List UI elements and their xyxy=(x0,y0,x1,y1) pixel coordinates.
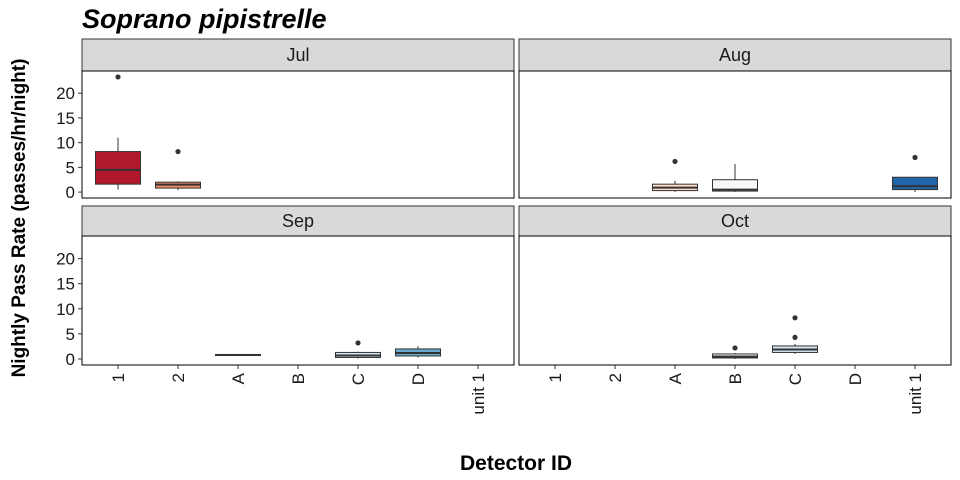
y-tick-label: 10 xyxy=(56,300,75,319)
box-body xyxy=(892,176,938,191)
box-body xyxy=(712,179,758,192)
outlier-point xyxy=(732,345,738,351)
box-C xyxy=(772,315,818,354)
facet-strip-label: Aug xyxy=(719,45,751,65)
y-tick-label: 15 xyxy=(56,109,75,128)
y-tick-label: 20 xyxy=(56,250,75,269)
x-tick-label: 2 xyxy=(169,373,188,382)
x-tick-label: 2 xyxy=(606,373,625,382)
facet-strip xyxy=(518,205,952,237)
facet-panel-aug: Aug xyxy=(518,38,952,199)
panel-frame xyxy=(518,235,952,366)
outlier-point xyxy=(175,148,181,155)
x-tick-label: A xyxy=(666,372,685,384)
outlier-point xyxy=(792,315,798,321)
y-tick-label: 5 xyxy=(66,325,75,344)
x-tick-label: D xyxy=(846,373,865,385)
x-tick-label: 1 xyxy=(546,373,565,382)
box-2 xyxy=(155,148,201,191)
panel-frame xyxy=(81,235,515,366)
outlier-point xyxy=(115,74,121,80)
y-tick-label: 0 xyxy=(66,350,75,369)
x-tick-label: B xyxy=(289,373,308,384)
y-tick-label: 0 xyxy=(66,183,75,202)
facet-strip xyxy=(518,38,952,72)
x-tick-label: 1 xyxy=(109,373,128,382)
box-D xyxy=(395,346,441,358)
x-tick-label: C xyxy=(349,373,368,385)
facet-panel-jul: Jul 0 5 10 15 20 xyxy=(56,38,515,202)
box-body xyxy=(95,151,141,185)
y-tick-label: 15 xyxy=(56,275,75,294)
facet-strip-label: Jul xyxy=(286,45,309,65)
x-tick-label: C xyxy=(786,373,805,385)
panel-frame xyxy=(81,70,515,199)
box-C xyxy=(335,340,381,359)
y-tick-label: 5 xyxy=(66,158,75,177)
x-tick-label: unit 1 xyxy=(469,373,488,415)
outlier-point xyxy=(672,158,678,165)
box-B xyxy=(712,345,758,359)
facet-strip-label: Sep xyxy=(282,211,314,231)
box-A xyxy=(215,353,261,356)
x-tick-label: unit 1 xyxy=(906,373,925,415)
box-A xyxy=(652,158,698,193)
y-tick-label: 10 xyxy=(56,134,75,153)
x-tick-label: B xyxy=(726,373,745,384)
facet-strip xyxy=(81,205,515,237)
box-unit-1 xyxy=(892,154,938,193)
box-1 xyxy=(95,74,141,190)
outlier-point xyxy=(792,334,798,340)
y-tick-label: 20 xyxy=(56,84,75,103)
chart-title: Soprano pipistrelle xyxy=(82,4,327,34)
outlier-point xyxy=(355,340,361,346)
outlier-point xyxy=(912,154,918,161)
x-tick-label: A xyxy=(229,372,248,384)
x-tick-label: D xyxy=(409,373,428,385)
facet-strip xyxy=(81,38,515,72)
box-B xyxy=(712,163,758,193)
x-axis-title: Detector ID xyxy=(460,452,572,475)
facet-strip-label: Oct xyxy=(721,211,749,231)
y-axis-title: Nightly Pass Rate (passes/hr/night) xyxy=(9,59,30,378)
